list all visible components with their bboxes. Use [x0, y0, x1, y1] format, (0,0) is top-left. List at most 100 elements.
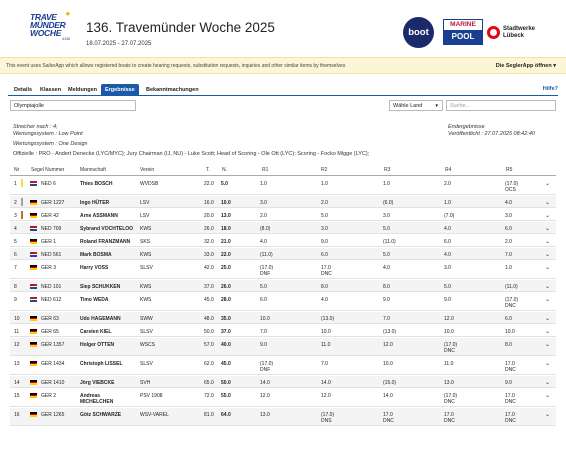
- total-points: 57.0: [204, 342, 214, 348]
- chevron-down-icon[interactable]: ⌄: [544, 393, 550, 399]
- row-rank: 6: [14, 252, 17, 258]
- chevron-down-icon[interactable]: ⌄: [544, 297, 550, 303]
- total-points: 22.0: [204, 181, 214, 187]
- col-net: N.: [222, 167, 227, 173]
- race-r2-score: 5.0: [321, 213, 328, 219]
- country-flag-icon: [30, 412, 37, 417]
- chevron-down-icon[interactable]: ⌄: [544, 252, 550, 258]
- race-r1-score: 2.0: [260, 213, 267, 219]
- row-rank: 3: [14, 213, 17, 219]
- race-r2-score: 7.0: [321, 361, 328, 367]
- chevron-down-icon[interactable]: ⌄: [544, 226, 550, 232]
- race-r3-score: 12.0: [383, 342, 393, 348]
- row-rank: 2: [14, 200, 17, 206]
- row-rank: 12: [14, 342, 20, 348]
- tab-meldungen[interactable]: Meldungen: [68, 87, 98, 93]
- chevron-down-icon[interactable]: ⌄: [544, 316, 550, 322]
- table-row[interactable]: 6 NED 561 Mark BOSMA KWS 33.0 22.0 (11.0) 6.0 5.…: [10, 248, 556, 260]
- medal-strip: [21, 198, 23, 206]
- table-row[interactable]: 8 NED 101 Siep SCHUKKEN KWS 37.0 26.0 5.0 8.0 8.…: [10, 280, 556, 292]
- one-design-info: Wertungssystem : One Design: [13, 141, 88, 147]
- crew-name: Harry VOSS: [80, 265, 109, 271]
- country-select[interactable]: Wähle Land ▼: [389, 100, 443, 111]
- race-r5-code: DNC: [505, 367, 516, 373]
- tab-klassen[interactable]: Klassen: [40, 87, 62, 93]
- chevron-down-icon[interactable]: ⌄: [544, 181, 550, 187]
- class-select[interactable]: Olympiajolle: [10, 100, 136, 111]
- col-sail-number: Segel Nummer: [31, 167, 65, 173]
- table-row[interactable]: 3 GER 42 Arne ASSMANN LSV 20.0 13.0 2.0 5.0 3.0 (…: [10, 209, 556, 221]
- chevron-down-icon[interactable]: ⌄: [544, 284, 550, 290]
- crew-name: Andreas: [80, 393, 101, 399]
- table-row[interactable]: 2 GER 1227 Ingo HÜTER LSV 16.0 10.0 3.0 2.0 (6.0…: [10, 196, 556, 208]
- chevron-down-icon[interactable]: ⌄: [544, 200, 550, 206]
- search-input[interactable]: Suche...: [446, 100, 556, 111]
- table-row[interactable]: 12 GER 1357 Holger OTTEN WSCS 57.0 40.0 9.0 11.…: [10, 338, 556, 356]
- tab-details[interactable]: Details: [14, 87, 33, 93]
- help-link[interactable]: Hilfe?: [542, 86, 558, 92]
- sail-number: GER 1: [41, 239, 57, 245]
- race-r1-score: 14.0: [260, 380, 270, 386]
- sail-number: NED 6: [41, 181, 56, 187]
- sponsor-marinepool-logo[interactable]: MARINE POOL: [443, 19, 483, 45]
- race-r5-score: 9.0: [505, 380, 512, 386]
- open-app-link[interactable]: Die SeglerApp öffnen ▾: [495, 63, 556, 69]
- race-r5-code: OCS: [505, 187, 516, 193]
- table-row[interactable]: 14 GER 1410 Jörg VIEBCKE SVH 65.0 50.0 14.0 14.…: [10, 376, 556, 388]
- table-row[interactable]: 9 NED 612 Timo WEDA KWS 45.0 28.0 6.0 4.0 9.0 9.0…: [10, 293, 556, 311]
- table-row[interactable]: 5 GER 1 Roland FRANZMANN SKS 32.0 21.0 4.0 9.0 (…: [10, 235, 556, 247]
- sponsor-boot-logo[interactable]: boot: [403, 17, 434, 48]
- crew-name: Götz SCHWARZE: [80, 412, 122, 418]
- chevron-down-icon[interactable]: ⌄: [544, 361, 550, 367]
- race-r4-score: 2.0: [444, 181, 451, 187]
- race-r2-score: 8.0: [321, 284, 328, 290]
- table-row[interactable]: 7 GER 3 Harry VOSS SLSV 42.0 25.0 (17.0) DNF 17.…: [10, 261, 556, 279]
- club: SKS: [140, 239, 151, 245]
- crew-name: Roland FRANZMANN: [80, 239, 131, 245]
- race-r2-score: 11.0: [321, 342, 331, 348]
- race-r3-score: 17.0: [383, 412, 393, 418]
- sail-number: GER 3: [41, 265, 57, 271]
- table-row[interactable]: 13 GER 1434 Christoph LISSEL SLSV 62.0 45.0 (1…: [10, 357, 556, 375]
- sail-number: GER 1434: [41, 361, 65, 367]
- race-r5-score: 1.0: [505, 265, 512, 271]
- total-points: 16.0: [204, 200, 214, 206]
- crew-name: Siep SCHUKKEN: [80, 284, 121, 290]
- race-r5-code: DNC: [505, 418, 516, 424]
- sponsor-stadtwerke-logo[interactable]: Stadtwerke Lübeck: [487, 24, 547, 42]
- country-flag-icon: [30, 239, 37, 244]
- tab-ergebnisse[interactable]: Ergebnisse: [101, 84, 139, 96]
- race-r2-score: 6.0: [321, 252, 328, 258]
- medal-strip: [21, 211, 23, 219]
- event-logo[interactable]: ✦ TRAVE MÜNDER WOCHE #136: [30, 9, 76, 51]
- race-r4-score: 17.0: [444, 412, 454, 418]
- race-r1-score: (17.0): [260, 265, 274, 271]
- tab-bar: Details Klassen Meldungen Ergebnisse Bek…: [8, 82, 558, 96]
- chevron-down-icon[interactable]: ⌄: [544, 380, 550, 386]
- row-rank: 5: [14, 239, 17, 245]
- scoring-system-info: Wertungssystem : Low Point: [13, 131, 83, 137]
- chevron-down-icon[interactable]: ⌄: [544, 342, 550, 348]
- race-r5-score: 10.0: [505, 329, 515, 335]
- chevron-down-icon[interactable]: ⌄: [544, 213, 550, 219]
- table-row[interactable]: 11 GER 65 Carsten KIEL SLSV 50.0 37.0 7.0 10.0 (…: [10, 325, 556, 337]
- table-row[interactable]: 4 NED 709 Sybrand VOCHTELOO KWS 26.0 18.0 (8.0…: [10, 222, 556, 234]
- race-r1-score: 9.0: [260, 342, 267, 348]
- net-points: 37.0: [221, 329, 231, 335]
- table-row[interactable]: 10 GER 63 Udo HAGEMANN SWW 48.0 35.0 10.0 (13.0…: [10, 312, 556, 324]
- table-row[interactable]: 15 GER 2 Andreas MICHELCHEN PSV 1908 72.0 55.0…: [10, 389, 556, 407]
- tab-bekanntmachungen[interactable]: Bekanntmachungen: [146, 87, 199, 93]
- chevron-down-icon[interactable]: ⌄: [544, 239, 550, 245]
- chevron-down-icon[interactable]: ⌄: [544, 412, 550, 418]
- net-points: 13.0: [221, 213, 231, 219]
- country-flag-icon: [30, 297, 37, 302]
- country-flag-icon: [30, 200, 37, 205]
- race-r4-score: 13.0: [444, 380, 454, 386]
- table-row[interactable]: 16 GER 1265 Götz SCHWARZE WSV-VAREL 81.0 64.0…: [10, 408, 556, 426]
- chevron-down-icon[interactable]: ⌄: [544, 265, 550, 271]
- table-row[interactable]: 1 NED 6 Thies BOSCH WVDSB 22.0 5.0 1.0 1.0 1.0 2.…: [10, 177, 556, 195]
- row-rank: 1: [14, 181, 17, 187]
- chevron-down-icon[interactable]: ⌄: [544, 329, 550, 335]
- race-r5-score: 6.0: [505, 316, 512, 322]
- crew-name: Jörg VIEBCKE: [80, 380, 115, 386]
